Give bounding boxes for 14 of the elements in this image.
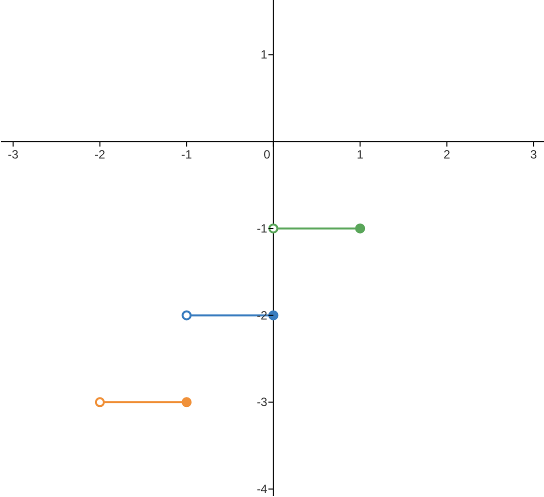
x-tick-label: 3 bbox=[530, 148, 538, 162]
x-tick-label: 2 bbox=[444, 148, 451, 162]
point bbox=[268, 310, 278, 320]
point bbox=[182, 397, 192, 408]
y-tick-label: -4 bbox=[256, 482, 268, 496]
x-tick-label: -3 bbox=[8, 148, 19, 162]
y-tick-label: -3 bbox=[256, 395, 268, 410]
x-tick-label: -1 bbox=[181, 148, 192, 162]
x-tick-label: 0 bbox=[264, 148, 271, 162]
y-tick-label: -1 bbox=[256, 221, 268, 236]
point bbox=[355, 223, 366, 234]
y-tick-label: 1 bbox=[260, 48, 268, 62]
x-tick-label: 1 bbox=[356, 148, 364, 162]
x-tick-label: -2 bbox=[94, 148, 106, 162]
